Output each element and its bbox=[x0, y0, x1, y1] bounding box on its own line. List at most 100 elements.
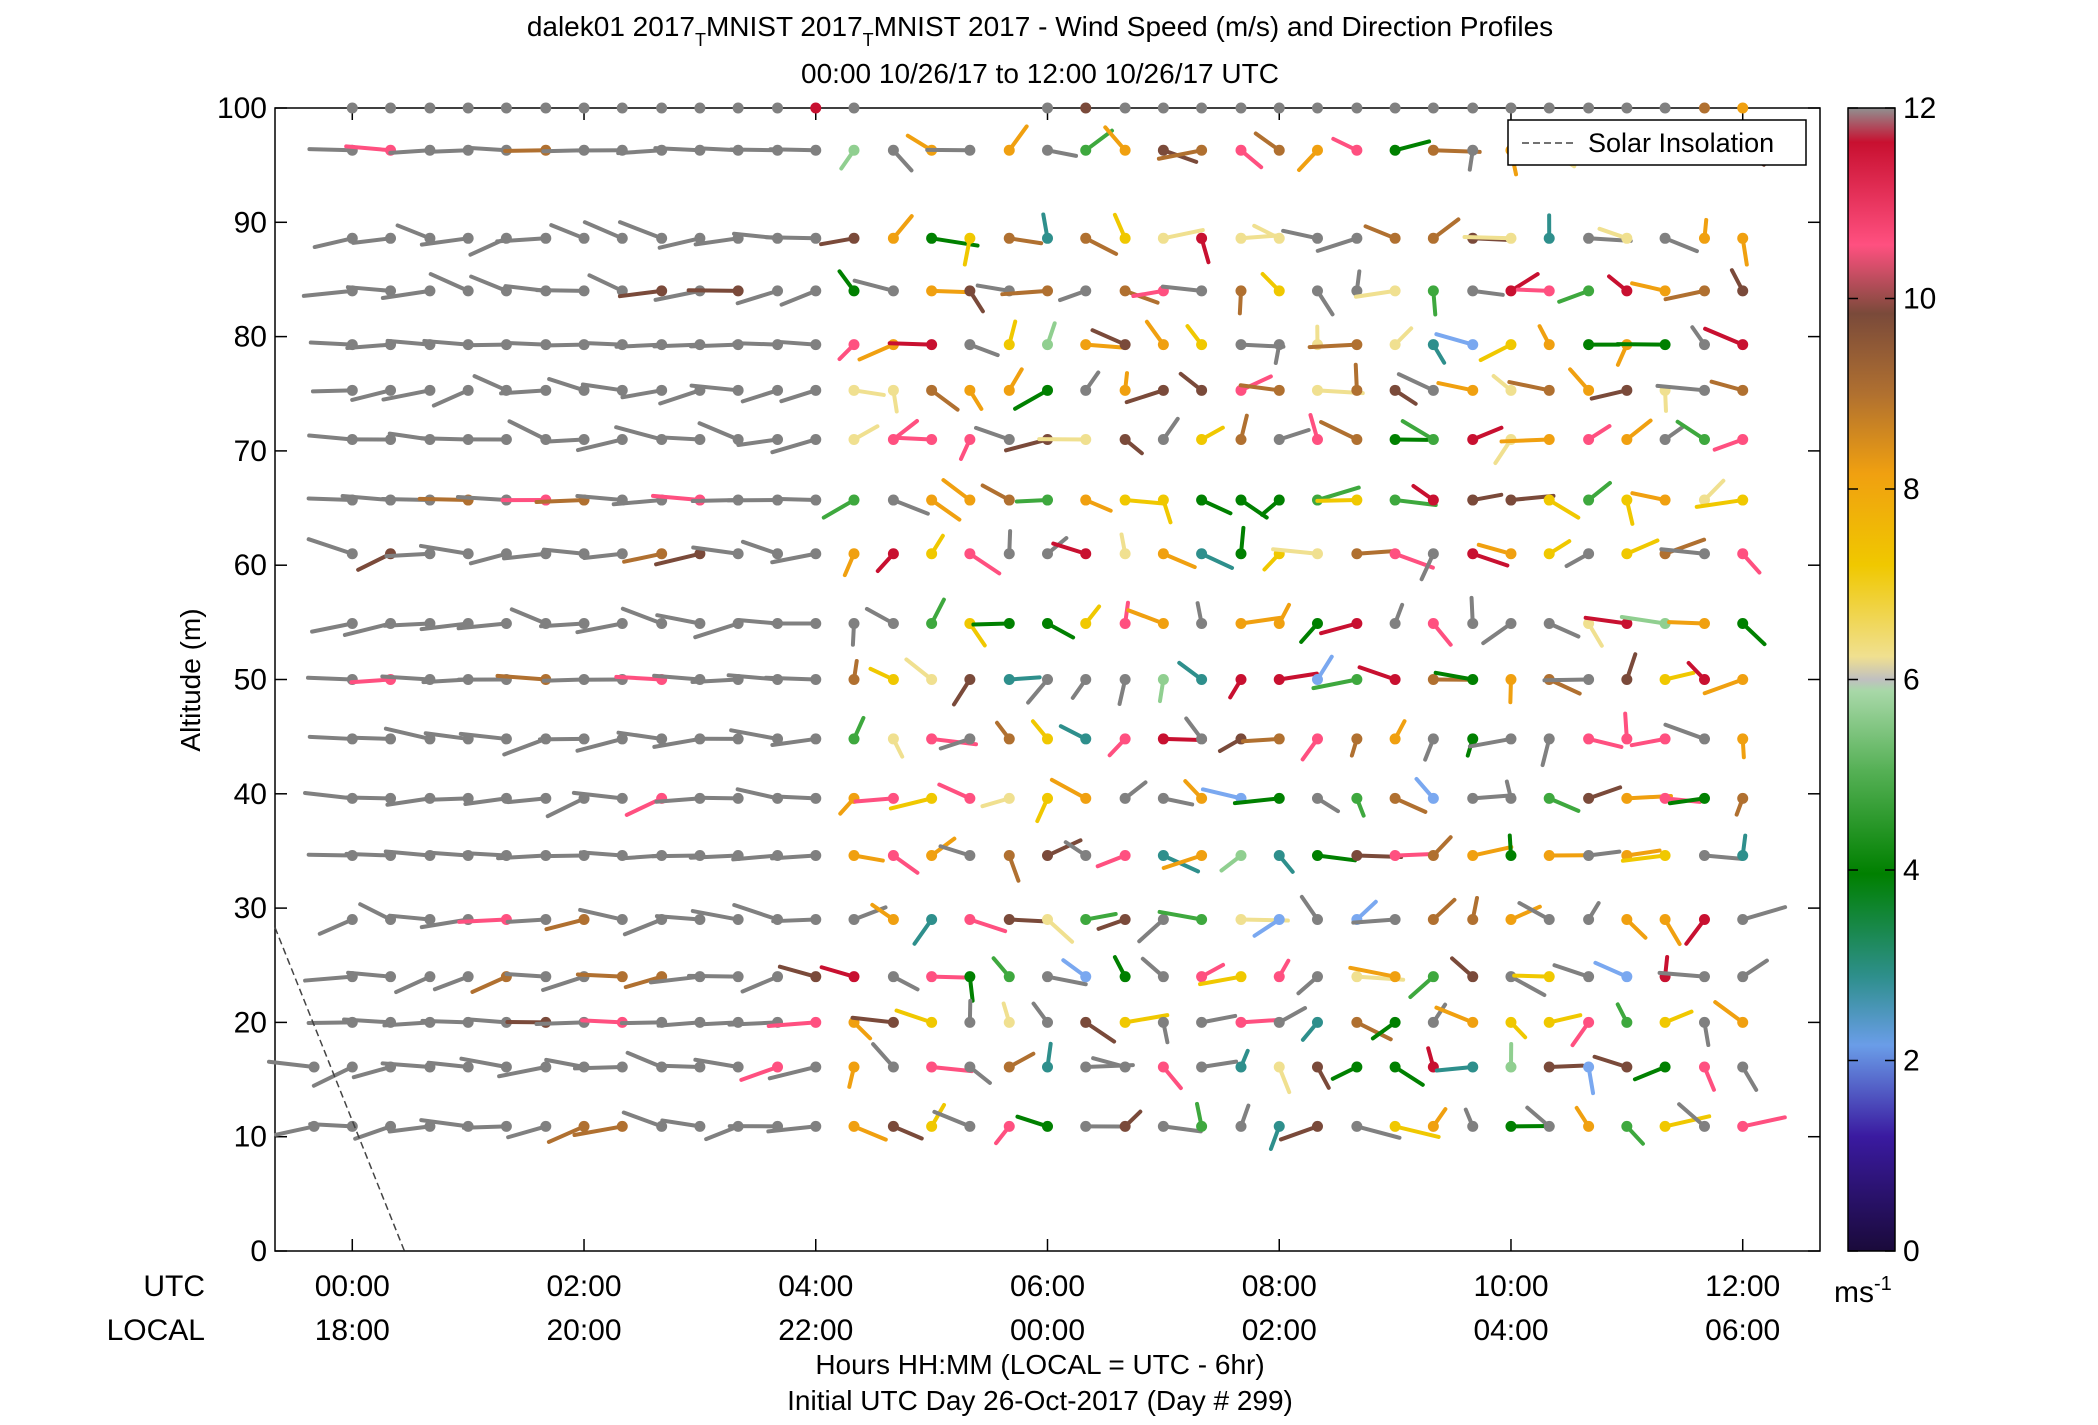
wind-barb-point bbox=[1427, 285, 1439, 297]
wind-barb-point bbox=[1583, 674, 1595, 685]
wind-barb-point bbox=[694, 548, 706, 560]
wind-barb bbox=[652, 673, 702, 682]
wind-barb-point bbox=[1389, 1120, 1401, 1132]
wind-barb-point bbox=[462, 548, 474, 560]
y-tick-label: 100 bbox=[217, 92, 267, 125]
wind-barb-point bbox=[1235, 1061, 1247, 1073]
wind-barb-point bbox=[964, 1061, 976, 1073]
wind-barb bbox=[502, 736, 548, 757]
wind-barb-point bbox=[1621, 232, 1633, 244]
y-tick-label: 30 bbox=[234, 892, 267, 925]
wind-barb bbox=[1311, 677, 1359, 691]
wind-dot bbox=[346, 102, 358, 114]
wind-barb-point bbox=[1273, 1061, 1285, 1073]
wind-barb-point bbox=[424, 971, 436, 983]
wind-barb-point bbox=[616, 733, 628, 745]
wind-barb bbox=[686, 973, 741, 979]
wind-barb-point bbox=[926, 548, 938, 560]
wind-barb bbox=[307, 734, 355, 741]
wind-barb-point bbox=[887, 285, 899, 297]
wind-barb-point bbox=[1196, 1120, 1208, 1132]
wind-barb bbox=[506, 1124, 548, 1140]
wind-barb bbox=[768, 147, 818, 153]
wind-barb bbox=[345, 285, 393, 293]
wind-barb-point bbox=[964, 1016, 976, 1028]
wind-barb bbox=[544, 1057, 587, 1069]
wind-barb-point bbox=[1621, 914, 1633, 926]
wind-barb bbox=[622, 551, 664, 564]
wind-barb-point bbox=[1157, 914, 1169, 926]
wind-barb-point bbox=[1119, 971, 1131, 983]
wind-barb-point bbox=[616, 433, 628, 445]
wind-barb bbox=[1045, 917, 1075, 944]
wind-barb-point bbox=[1737, 617, 1749, 629]
y-axis-ticks: 0 10 20 30 40 50 60 70 80 90 100 bbox=[217, 92, 1820, 1268]
wind-barb bbox=[1542, 677, 1591, 683]
x-tick-label-utc: 12:00 bbox=[1705, 1270, 1780, 1303]
wind-barb bbox=[1004, 437, 1050, 453]
wind-barb-point bbox=[1427, 850, 1439, 862]
wind-barb-point bbox=[578, 733, 590, 745]
wind-barb-point bbox=[1698, 674, 1710, 685]
wind-barb bbox=[383, 726, 432, 741]
wind-barb-point bbox=[1273, 971, 1285, 983]
wind-barb bbox=[1348, 965, 1398, 979]
wind-barb bbox=[857, 342, 896, 362]
wind-barb-point bbox=[1003, 384, 1015, 396]
wind-barb-point bbox=[1737, 1016, 1749, 1028]
wind-barb bbox=[1241, 736, 1282, 744]
wind-barb-point bbox=[732, 971, 744, 983]
wind-barb bbox=[495, 236, 548, 244]
wind-barb-point bbox=[1003, 494, 1015, 506]
x-tick-label-local: 22:00 bbox=[778, 1314, 853, 1347]
wind-barb bbox=[1624, 848, 1662, 858]
wind-barb-point bbox=[1003, 339, 1015, 351]
colorbar-tick-label: 0 bbox=[1903, 1235, 1920, 1268]
wind-barb bbox=[1470, 845, 1514, 858]
wind-barb-point bbox=[656, 548, 668, 560]
wind-barb-point bbox=[1505, 617, 1517, 629]
wind-barb bbox=[424, 796, 471, 802]
wind-barb-point bbox=[1621, 971, 1633, 983]
wind-barb bbox=[534, 288, 587, 293]
wind-barb-point bbox=[1583, 850, 1595, 862]
wind-barb-point bbox=[964, 971, 976, 983]
wind-barb-point bbox=[1080, 733, 1092, 745]
wind-barb bbox=[1281, 228, 1320, 241]
wind-barb-point bbox=[1080, 384, 1092, 396]
wind-barb bbox=[1319, 420, 1359, 442]
wind-barb-point bbox=[1119, 433, 1131, 445]
wind-barb-point bbox=[732, 384, 744, 396]
wind-barb bbox=[773, 794, 818, 801]
wind-barb-point bbox=[1003, 433, 1015, 445]
wind-barb-point bbox=[1427, 144, 1439, 156]
wind-barb-point bbox=[887, 914, 899, 926]
wind-barb-point bbox=[1505, 914, 1517, 926]
wind-barb-point bbox=[1621, 617, 1633, 629]
wind-barb bbox=[545, 796, 587, 819]
wind-barb-point bbox=[578, 285, 590, 297]
y-tick-label: 0 bbox=[250, 1235, 267, 1268]
wind-barb-point bbox=[1389, 232, 1401, 244]
wind-barb-point bbox=[616, 1120, 628, 1132]
wind-barb bbox=[1629, 736, 1668, 748]
wind-barb bbox=[1517, 901, 1552, 922]
wind-barb-point bbox=[1311, 733, 1323, 745]
wind-barb-point bbox=[1505, 548, 1517, 560]
wind-barb-point bbox=[1543, 232, 1555, 244]
wind-barb-point bbox=[848, 617, 860, 629]
wind-barb-point bbox=[926, 339, 938, 351]
wind-barb-point bbox=[1080, 792, 1092, 804]
wind-barb bbox=[1630, 491, 1668, 503]
wind-barb-point bbox=[1080, 285, 1092, 297]
wind-barb bbox=[891, 498, 930, 516]
wind-barb-point bbox=[1698, 548, 1710, 560]
wind-barb bbox=[967, 917, 1008, 934]
wind-barb-point bbox=[1157, 1016, 1169, 1028]
wind-barb-point bbox=[1621, 733, 1633, 745]
colorbar-ticks: 0 2 4 6 8 10 12 bbox=[1848, 92, 1936, 1268]
wind-barb bbox=[1713, 1000, 1745, 1025]
wind-barb bbox=[654, 796, 702, 804]
wind-barb bbox=[506, 796, 548, 805]
wind-barb-point bbox=[1157, 232, 1169, 244]
